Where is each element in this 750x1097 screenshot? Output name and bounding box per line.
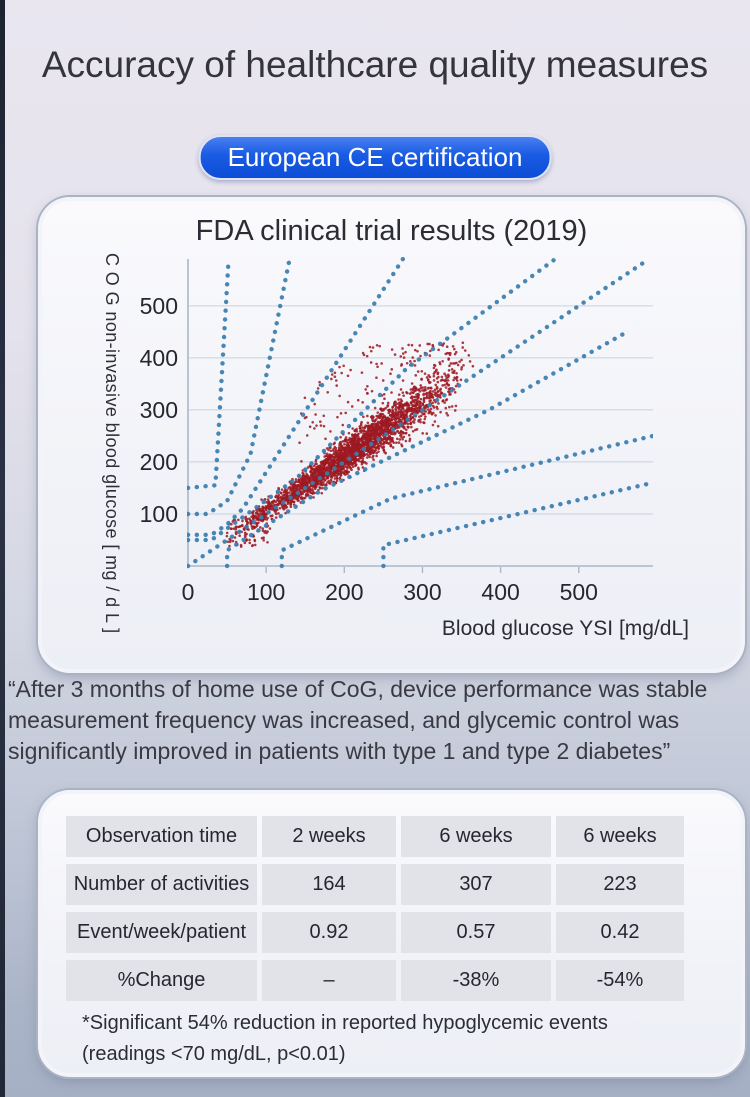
chart-panel: FDA clinical trial results (2019) C O G …: [38, 197, 745, 673]
footnote-line-1: *Significant 54% reduction in reported h…: [82, 1012, 608, 1034]
ce-certification-badge: European CE certification: [198, 135, 552, 180]
x-axis-label: Blood glucose YSI [mg/dL]: [441, 617, 689, 640]
quote-line-1: “After 3 months of home use of CoG, devi…: [8, 676, 708, 702]
quote-text: “After 3 months of home use of CoG, devi…: [8, 674, 748, 767]
table-row-label: Observation time: [66, 816, 257, 857]
x-axis-ticks: 0 100 200 300 400 500: [182, 579, 653, 607]
error-grid-line-B_upper: [187, 257, 558, 543]
scatter-plot: [187, 257, 653, 583]
table-cell: 307: [401, 864, 551, 905]
table-cell: 0.57: [401, 912, 551, 953]
y-tick-label: 400: [139, 344, 178, 371]
x-tick-label: 200: [325, 579, 364, 605]
table-row-label: Number of activities: [66, 864, 257, 905]
x-tick-label: 100: [246, 579, 286, 605]
quote-line-3: significantly improved in patients with …: [8, 738, 671, 764]
x-tick-label: 300: [403, 579, 442, 605]
error-grid-line-E_upper: [187, 257, 231, 491]
quote-line-2: measurement frequency was increased, and…: [8, 707, 680, 733]
table-cell: -38%: [401, 960, 551, 1001]
table-cell: 2 weeks: [262, 816, 396, 857]
table-cell: 0.42: [556, 912, 684, 953]
error-grid-line-C_upper: [187, 257, 406, 537]
error-grid-line-C_lower: [279, 433, 653, 569]
table-cell: 6 weeks: [556, 816, 684, 857]
page-title: Accuracy of healthcare quality measures: [41, 44, 709, 85]
error-grid-line-B_lower: [224, 329, 630, 569]
footnote: *Significant 54% reduction in reported h…: [82, 1008, 608, 1070]
error-grid-line-D_lower: [381, 480, 653, 569]
x-tick-label: 0: [181, 579, 195, 605]
y-tick-label: 300: [139, 396, 178, 423]
table-cell: -54%: [556, 960, 684, 1001]
table-cell: –: [262, 960, 396, 1001]
table-cell: 6 weeks: [401, 816, 551, 857]
y-axis-ticks: 100 200 300 400 500: [128, 257, 178, 577]
x-tick-label: 500: [559, 579, 598, 605]
table-cell: 164: [262, 864, 396, 905]
table-row-label: Event/week/patient: [66, 912, 257, 953]
y-axis-label: C O G non-invasive blood glucose [ mg / …: [102, 252, 122, 634]
footnote-line-2: (readings <70 mg/dL, p<0.01): [82, 1043, 346, 1065]
results-table: Observation time 2 weeks 6 weeks 6 weeks Num…: [66, 816, 684, 1001]
table-cell: 223: [556, 864, 684, 905]
y-tick-label: 500: [139, 292, 178, 319]
y-tick-label: 200: [139, 448, 178, 475]
left-edge-strip: [0, 0, 5, 1097]
results-table-panel: Observation time 2 weeks 6 weeks 6 weeks Num…: [38, 790, 745, 1077]
error-grid-line-D_upper: [187, 257, 292, 517]
table-row-label: %Change: [66, 960, 257, 1001]
x-tick-label: 400: [481, 579, 520, 605]
chart-title: FDA clinical trial results (2019): [195, 215, 588, 247]
error-grid-scatter-svg: [187, 257, 653, 573]
table-cell: 0.92: [262, 912, 396, 953]
y-tick-label: 100: [139, 500, 178, 527]
